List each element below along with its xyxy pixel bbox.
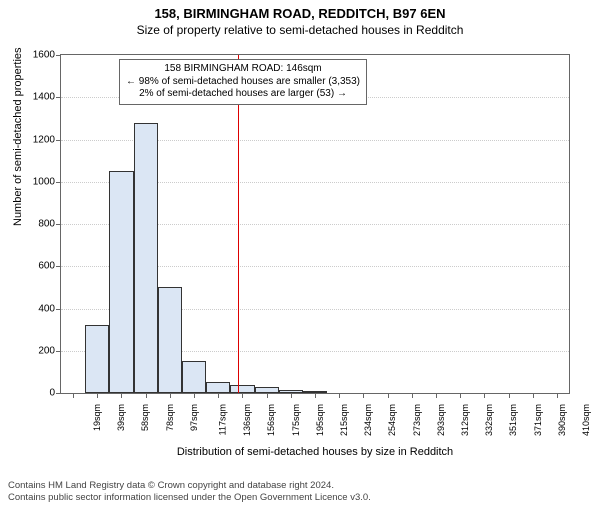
xtick-mark bbox=[242, 393, 243, 398]
chart-title-main: 158, BIRMINGHAM ROAD, REDDITCH, B97 6EN bbox=[0, 6, 600, 21]
xtick-label: 136sqm bbox=[242, 404, 252, 436]
ytick-mark bbox=[56, 55, 61, 56]
xtick-label: 293sqm bbox=[436, 404, 446, 436]
xtick-label: 78sqm bbox=[165, 404, 175, 431]
chart-title-sub: Size of property relative to semi-detach… bbox=[0, 23, 600, 37]
plot-region: 0200400600800100012001400160019sqm39sqm5… bbox=[60, 54, 570, 394]
xtick-label: 195sqm bbox=[315, 404, 325, 436]
ytick-mark bbox=[56, 393, 61, 394]
xtick-label: 156sqm bbox=[266, 404, 276, 436]
xtick-mark bbox=[460, 393, 461, 398]
xtick-mark bbox=[97, 393, 98, 398]
ytick-mark bbox=[56, 224, 61, 225]
xtick-mark bbox=[315, 393, 316, 398]
ytick-label: 1600 bbox=[15, 50, 55, 61]
reference-line bbox=[238, 55, 239, 393]
xtick-mark bbox=[194, 393, 195, 398]
xtick-label: 19sqm bbox=[92, 404, 102, 431]
xtick-label: 371sqm bbox=[533, 404, 543, 436]
xtick-mark bbox=[218, 393, 219, 398]
ytick-mark bbox=[56, 140, 61, 141]
xtick-label: 410sqm bbox=[581, 404, 591, 436]
histogram-bar bbox=[206, 382, 230, 393]
xtick-label: 175sqm bbox=[291, 404, 301, 436]
xtick-mark bbox=[73, 393, 74, 398]
xtick-label: 58sqm bbox=[140, 404, 150, 431]
xtick-mark bbox=[484, 393, 485, 398]
ytick-label: 1400 bbox=[15, 92, 55, 103]
xtick-mark bbox=[363, 393, 364, 398]
xtick-mark bbox=[267, 393, 268, 398]
xtick-label: 117sqm bbox=[217, 404, 227, 435]
xtick-mark bbox=[339, 393, 340, 398]
ytick-mark bbox=[56, 182, 61, 183]
annotation-line-2: ← 98% of semi-detached houses are smalle… bbox=[126, 76, 360, 89]
ytick-label: 1200 bbox=[15, 134, 55, 145]
x-axis-label: Distribution of semi-detached houses by … bbox=[60, 446, 570, 458]
xtick-label: 97sqm bbox=[189, 404, 199, 431]
ytick-label: 0 bbox=[15, 388, 55, 399]
annotation-line-1: 158 BIRMINGHAM ROAD: 146sqm bbox=[126, 63, 360, 76]
histogram-bar bbox=[109, 171, 133, 393]
xtick-mark bbox=[557, 393, 558, 398]
ytick-mark bbox=[56, 97, 61, 98]
xtick-label: 351sqm bbox=[508, 404, 518, 436]
ytick-mark bbox=[56, 351, 61, 352]
ytick-label: 400 bbox=[15, 303, 55, 314]
chart-area: 0200400600800100012001400160019sqm39sqm5… bbox=[60, 54, 570, 424]
xtick-mark bbox=[170, 393, 171, 398]
footer-attribution: Contains HM Land Registry data © Crown c… bbox=[8, 480, 371, 504]
xtick-mark bbox=[412, 393, 413, 398]
xtick-mark bbox=[436, 393, 437, 398]
histogram-bar bbox=[182, 361, 206, 393]
xtick-mark bbox=[121, 393, 122, 398]
xtick-label: 390sqm bbox=[557, 404, 567, 436]
histogram-bar bbox=[158, 287, 182, 393]
histogram-bar bbox=[134, 123, 158, 393]
ytick-mark bbox=[56, 309, 61, 310]
xtick-label: 254sqm bbox=[387, 404, 397, 436]
ytick-label: 800 bbox=[15, 219, 55, 230]
ytick-label: 200 bbox=[15, 345, 55, 356]
xtick-mark bbox=[509, 393, 510, 398]
ytick-label: 1000 bbox=[15, 176, 55, 187]
xtick-label: 332sqm bbox=[484, 404, 494, 436]
annotation-line-3: 2% of semi-detached houses are larger (5… bbox=[126, 88, 360, 101]
annotation-box: 158 BIRMINGHAM ROAD: 146sqm← 98% of semi… bbox=[119, 59, 367, 105]
xtick-label: 39sqm bbox=[116, 404, 126, 431]
histogram-bar bbox=[230, 385, 254, 393]
xtick-label: 312sqm bbox=[460, 404, 470, 436]
histogram-bar bbox=[85, 325, 109, 393]
footer-line-1: Contains HM Land Registry data © Crown c… bbox=[8, 480, 371, 492]
xtick-mark bbox=[291, 393, 292, 398]
xtick-mark bbox=[388, 393, 389, 398]
xtick-label: 215sqm bbox=[339, 404, 349, 436]
footer-line-2: Contains public sector information licen… bbox=[8, 492, 371, 504]
xtick-label: 234sqm bbox=[363, 404, 373, 436]
xtick-mark bbox=[146, 393, 147, 398]
ytick-mark bbox=[56, 266, 61, 267]
xtick-mark bbox=[533, 393, 534, 398]
xtick-label: 273sqm bbox=[412, 404, 422, 436]
ytick-label: 600 bbox=[15, 261, 55, 272]
